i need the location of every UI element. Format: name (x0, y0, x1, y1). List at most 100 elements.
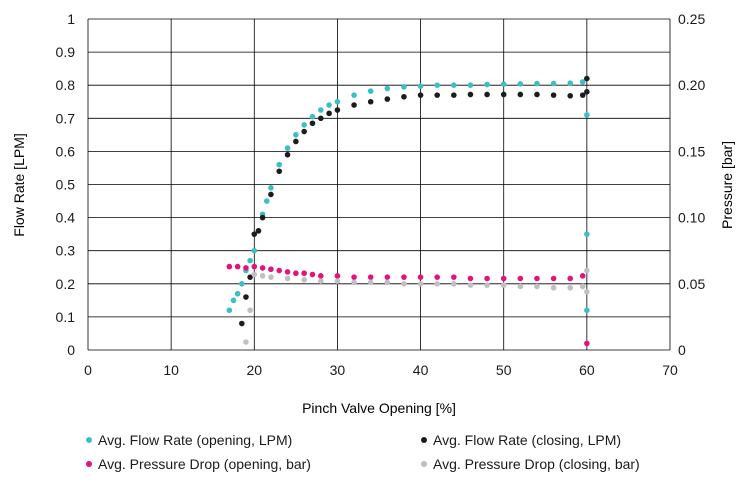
series-3-point (567, 275, 574, 282)
y-tick-label: 0.3 (56, 243, 76, 259)
series-2-point (550, 92, 557, 98)
y-tick-label: 0.8 (56, 77, 76, 93)
tick-labels: 00.10.20.30.40.50.60.70.80.910 10 20 30 40 50… (56, 11, 706, 378)
series-2-point (384, 96, 391, 102)
series-2-point (255, 228, 262, 234)
y-tick-label: 0.2 (56, 276, 76, 292)
legend-marker-icon (421, 461, 427, 467)
series-2-point (417, 92, 424, 98)
series-1-point (579, 79, 586, 85)
series-3-point (351, 274, 357, 280)
series-4-point (384, 279, 391, 286)
series-1-point (239, 281, 245, 287)
series-3-point (434, 274, 441, 280)
series-2-point (434, 92, 441, 98)
series-4-point (567, 284, 574, 291)
series-4-point (351, 279, 357, 286)
series-2-point (318, 115, 324, 122)
series-1-point (584, 307, 590, 314)
series-2-point (367, 98, 374, 105)
series-3-point (301, 270, 307, 277)
grid (87, 18, 671, 351)
series-3-point (451, 274, 457, 280)
series-4-point (534, 283, 540, 290)
y-tick-label: 0.6 (56, 143, 76, 159)
y-tick-label: 0.4 (56, 210, 76, 226)
series-1-point (534, 80, 540, 87)
y2-tick-label: 0 (678, 342, 686, 358)
series-4-point (434, 281, 441, 287)
series-3-point (417, 274, 424, 280)
series-2-point (351, 102, 357, 108)
legend-item: Avg. Pressure Drop (opening, bar) (86, 456, 421, 472)
series-1-point (567, 80, 574, 87)
series-3-point (584, 340, 590, 347)
series-1-point (517, 81, 524, 87)
series-3-point (243, 265, 249, 271)
series-2-point (401, 93, 407, 100)
x-tick-label: 40 (413, 362, 429, 378)
series-4-point (318, 278, 324, 284)
x-tick-label: 20 (246, 362, 262, 378)
series-1-point (417, 83, 424, 89)
series-4-point (500, 282, 507, 288)
series-3-point (293, 270, 299, 277)
series-2-point (309, 120, 316, 127)
series-4-point (584, 288, 590, 295)
series-2-point (484, 91, 490, 98)
series-4-point (243, 339, 249, 345)
series-1-point (500, 81, 507, 88)
series-4-point (584, 267, 590, 274)
series-3-point (534, 275, 540, 282)
series-2-point (579, 92, 586, 98)
y-tick-label: 0.7 (56, 110, 76, 126)
series-2-point (517, 91, 524, 98)
series-3-point (384, 274, 391, 280)
legend-item: Avg. Flow Rate (opening, LPM) (86, 432, 421, 448)
y-tick-label: 1 (67, 11, 75, 27)
series-2-point (584, 75, 590, 82)
series-4-point (268, 274, 274, 280)
series-1-point (550, 80, 557, 87)
series-4-point (284, 275, 291, 282)
x-tick-label: 30 (330, 362, 346, 378)
series-2-point (276, 168, 283, 175)
series-3-point (259, 265, 266, 271)
series-2-point (334, 107, 341, 113)
series-3-point (367, 274, 374, 280)
series-1-point (230, 297, 237, 304)
series-2-point (268, 191, 274, 198)
series-2-point (293, 138, 299, 145)
legend-label: Avg. Pressure Drop (closing, bar) (433, 456, 640, 472)
legend-label: Avg. Flow Rate (opening, LPM) (98, 432, 293, 448)
series-3-point (579, 273, 586, 279)
y-tick-label: 0.1 (56, 309, 76, 325)
series-4-point (484, 282, 490, 288)
x-tick-label: 60 (579, 362, 595, 378)
series-1-point (276, 161, 283, 168)
series-4-point (467, 282, 474, 288)
series-3-point (251, 263, 258, 270)
legend-item: Avg. Flow Rate (closing, LPM) (421, 432, 721, 448)
series-1-point (451, 82, 457, 88)
series-4-point (451, 281, 457, 287)
series-1-point (326, 102, 332, 108)
series-1-point (467, 82, 474, 88)
series-1-point (334, 98, 341, 105)
x-tick-label: 50 (496, 362, 512, 378)
y2-axis-title: Pressure [bar] (719, 141, 735, 229)
series-4-point (417, 281, 424, 287)
series-1-point (484, 81, 490, 88)
series-2-point (259, 214, 266, 221)
series-1-point (268, 185, 274, 191)
series-3-point (401, 274, 407, 280)
series-1-point (351, 92, 357, 98)
series-3-point (226, 263, 233, 270)
series-1-point (284, 145, 291, 151)
series-1-point (584, 112, 590, 118)
series-2-point (251, 231, 258, 237)
y-tick-label: 0.9 (56, 44, 76, 60)
series-1-point (234, 290, 241, 297)
x-tick-label: 0 (84, 362, 92, 378)
